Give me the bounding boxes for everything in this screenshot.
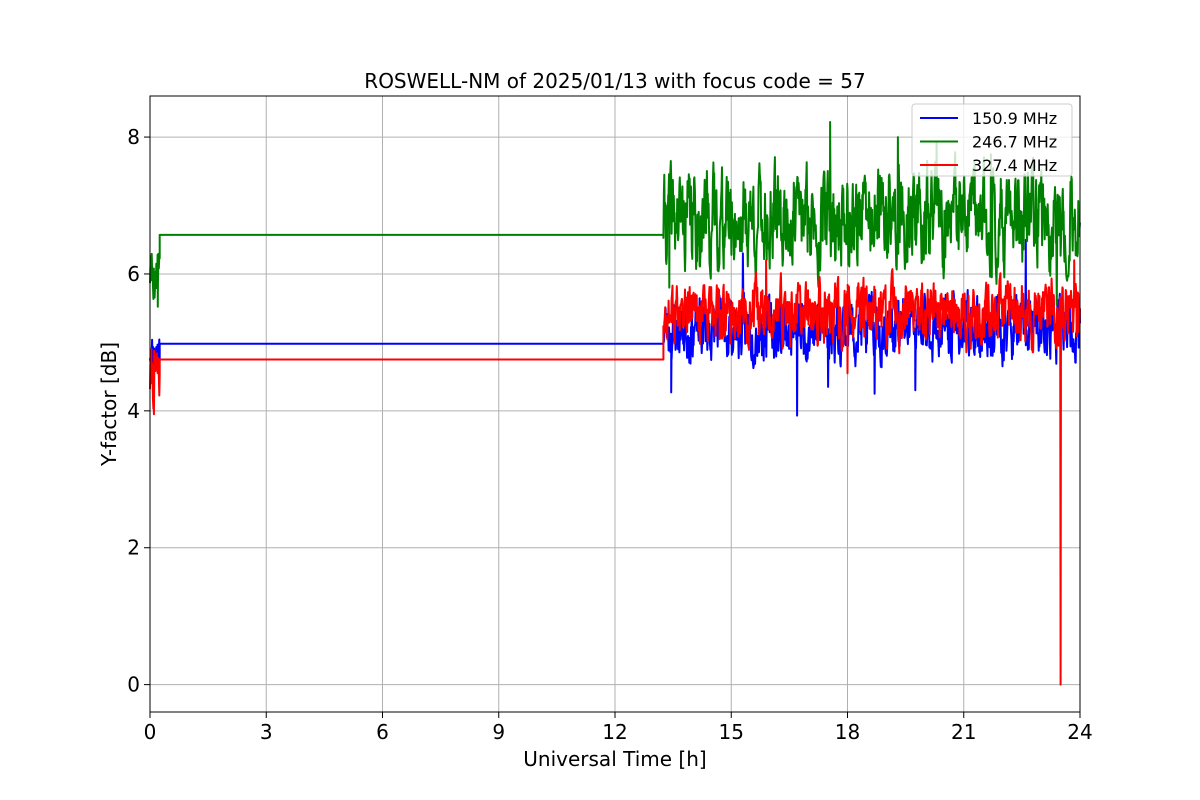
legend-label-1: 150.9 MHz — [972, 109, 1057, 128]
y-tick-label: 8 — [127, 125, 140, 149]
series-lines — [149, 121, 1081, 686]
x-tick-label: 24 — [1067, 720, 1092, 744]
x-tick-label: 12 — [602, 720, 627, 744]
x-tick-label: 15 — [719, 720, 744, 744]
y-axis-label: Y-factor [dB] — [97, 342, 121, 467]
series-line-2 — [149, 121, 1081, 308]
legend-label-3: 327.4 MHz — [972, 156, 1057, 175]
x-tick-label: 3 — [260, 720, 273, 744]
y-tick-label: 6 — [127, 262, 140, 286]
series-line-3 — [149, 259, 1081, 686]
y-tick-label: 2 — [127, 536, 140, 560]
y-tick-label: 4 — [127, 399, 140, 423]
x-tick-label: 18 — [835, 720, 860, 744]
legend-box — [911, 103, 1073, 177]
x-tick-label: 6 — [376, 720, 389, 744]
legend: 150.9 MHz 246.7 MHz 327.4 MHz — [911, 103, 1073, 177]
x-axis-label: Universal Time [h] — [523, 747, 706, 771]
y-tick-label: 0 — [127, 673, 140, 697]
legend-label-2: 246.7 MHz — [972, 133, 1057, 152]
x-tick-label: 0 — [144, 720, 157, 744]
x-tick-label: 9 — [492, 720, 505, 744]
chart-title: ROSWELL-NM of 2025/01/13 with focus code… — [364, 69, 865, 93]
x-tick-label: 21 — [951, 720, 976, 744]
